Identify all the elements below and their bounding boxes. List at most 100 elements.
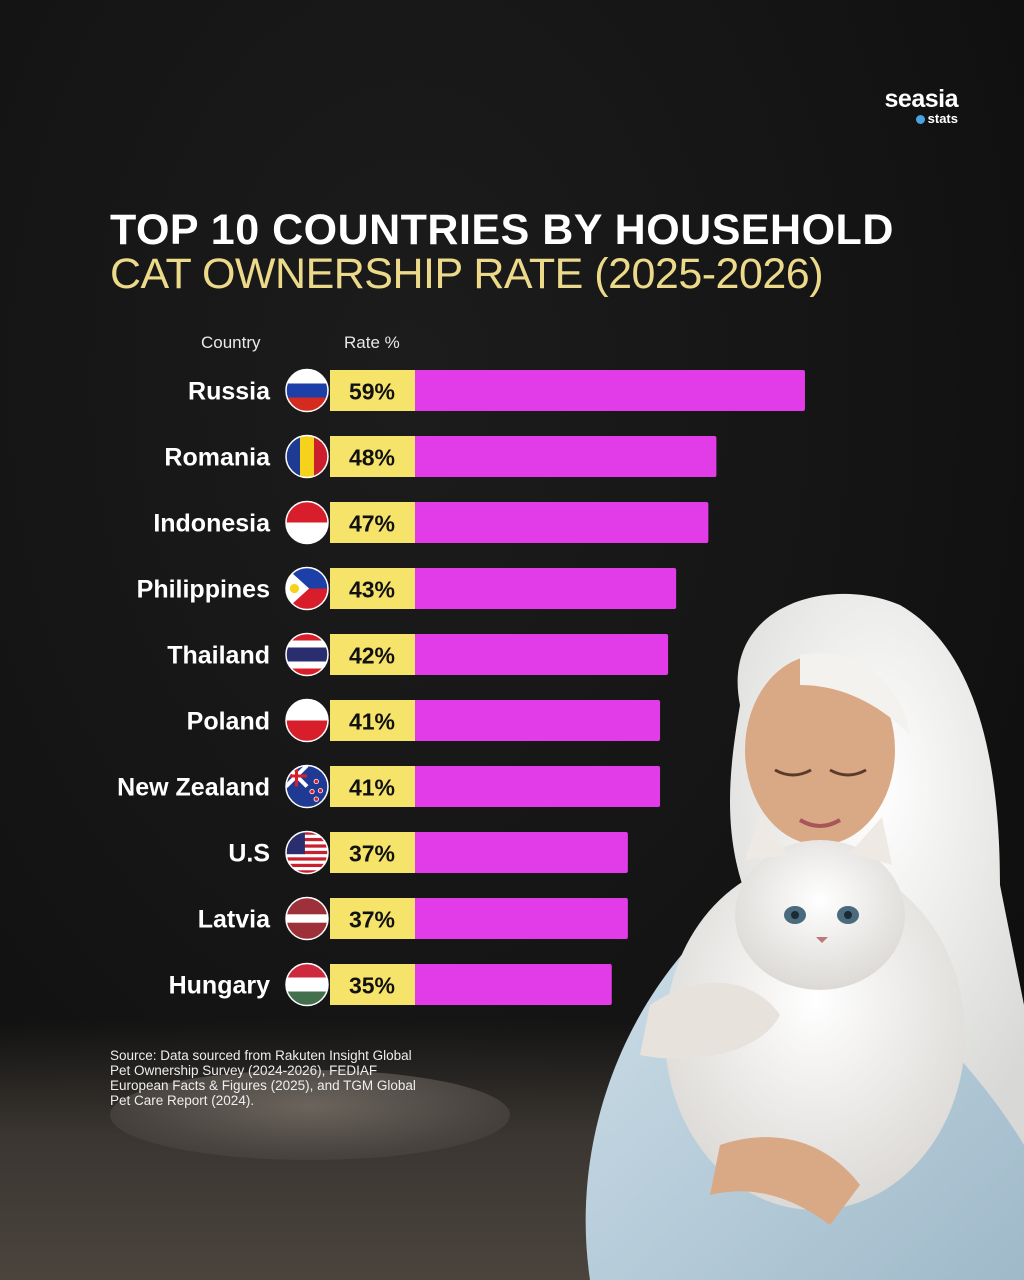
latvia-flag-icon [286, 897, 328, 940]
flag-ring [285, 896, 329, 941]
flag-band [286, 831, 328, 836]
flag-band [286, 860, 328, 865]
category-label: Indonesia [153, 510, 271, 538]
flag-band [286, 699, 328, 721]
flag-ring [285, 962, 329, 1007]
bar [414, 502, 709, 543]
bar-row: 41% Poland [187, 698, 661, 743]
flag-band [286, 857, 328, 861]
category-label: New Zealand [117, 774, 270, 802]
value-label-bg [330, 898, 415, 939]
brand-sub-label: stats [927, 111, 958, 126]
flag-star [313, 778, 319, 785]
bar-row: 43% Philippines [137, 566, 677, 611]
bar-row: 48% Romania [164, 434, 717, 479]
value-label-bg [330, 370, 415, 411]
bar [414, 568, 677, 609]
bar [414, 634, 669, 675]
bar-row: 37% U.S [228, 830, 628, 875]
bar [414, 436, 717, 477]
thailand-flag-icon [286, 633, 328, 676]
flag-band [286, 867, 328, 871]
source-note: Source: Data sourced from Rakuten Insigh… [110, 1048, 416, 1108]
flag-band [286, 647, 328, 662]
bar-row: 37% Latvia [198, 896, 628, 941]
value-label: 41% [349, 709, 395, 735]
category-label: U.S [228, 840, 270, 868]
value-label-bg [330, 700, 415, 741]
flag-ring [285, 764, 329, 809]
bar-row: 42% Thailand [167, 632, 669, 677]
bar-row: 41% New Zealand [117, 764, 661, 809]
new-zealand-flag-icon [286, 765, 328, 808]
flag-ring [285, 566, 329, 611]
category-label: Poland [187, 708, 270, 736]
value-label: 59% [349, 379, 395, 405]
bar [414, 898, 628, 939]
category-label: Hungary [169, 972, 271, 1000]
flag-band [286, 435, 301, 478]
bar [414, 832, 628, 873]
flag-band [286, 977, 328, 992]
background-cushion [110, 1070, 510, 1160]
value-label: 47% [349, 511, 395, 537]
flag-star [317, 788, 324, 794]
brand-logo: seasia stats [884, 85, 959, 126]
value-label-bg [330, 436, 415, 477]
flag-band [286, 720, 328, 742]
bar-row: 59% Russia [188, 368, 805, 413]
bar [414, 700, 661, 741]
flag-band [286, 837, 328, 842]
value-label: 43% [349, 577, 395, 603]
bar-row: 35% Hungary [169, 962, 612, 1007]
flag-ring [285, 632, 329, 677]
value-label: 41% [349, 775, 395, 801]
philippines-flag-icon [286, 567, 328, 610]
value-label: 35% [349, 973, 395, 999]
chart-title-line1: TOP 10 COUNTRIES BY HOUSEHOLD [110, 206, 894, 254]
category-label: Russia [188, 378, 271, 406]
flag-sun [289, 583, 300, 594]
value-label: 42% [349, 643, 395, 669]
brand-dot-icon [915, 115, 925, 125]
value-label-bg [330, 634, 415, 675]
flag-star [309, 788, 315, 795]
flag-band [286, 914, 328, 923]
flag-band [286, 834, 328, 839]
flag-band [286, 854, 328, 858]
flag-ring [285, 698, 329, 743]
value-label-bg [330, 766, 415, 807]
value-label: 48% [349, 445, 395, 471]
flag-band [286, 847, 328, 852]
chart-title-line2: CAT OWNERSHIP RATE (2025-2026) [110, 250, 824, 298]
flag-band [286, 850, 328, 855]
category-label: Romania [164, 444, 271, 472]
value-label-bg [330, 832, 415, 873]
flag-band [286, 501, 328, 523]
indonesia-flag-icon [286, 501, 328, 544]
value-label-bg [330, 964, 415, 1005]
poland-flag-icon [286, 699, 328, 742]
brand-sub: stats [885, 112, 958, 126]
flag-star [313, 796, 319, 802]
flag-band [286, 863, 328, 868]
flag-band [300, 435, 315, 478]
flag-band [286, 522, 328, 544]
bar [414, 964, 612, 1005]
flag-ring [285, 434, 329, 479]
flag-band [286, 870, 328, 874]
column-header-rate: Rate % [344, 333, 400, 352]
brand-name: seasia [884, 85, 959, 113]
flag-band [286, 963, 328, 978]
flag-ring [285, 500, 329, 545]
bar [414, 370, 805, 411]
value-label-bg [330, 568, 415, 609]
flag-band [286, 844, 328, 848]
value-label: 37% [349, 907, 395, 933]
bar-row: 47% Indonesia [153, 500, 709, 545]
flag-band [286, 383, 328, 398]
woman-holding-cat-illustration [585, 593, 1024, 1280]
column-header-country: Country [201, 333, 261, 352]
us-flag-icon [286, 831, 328, 874]
